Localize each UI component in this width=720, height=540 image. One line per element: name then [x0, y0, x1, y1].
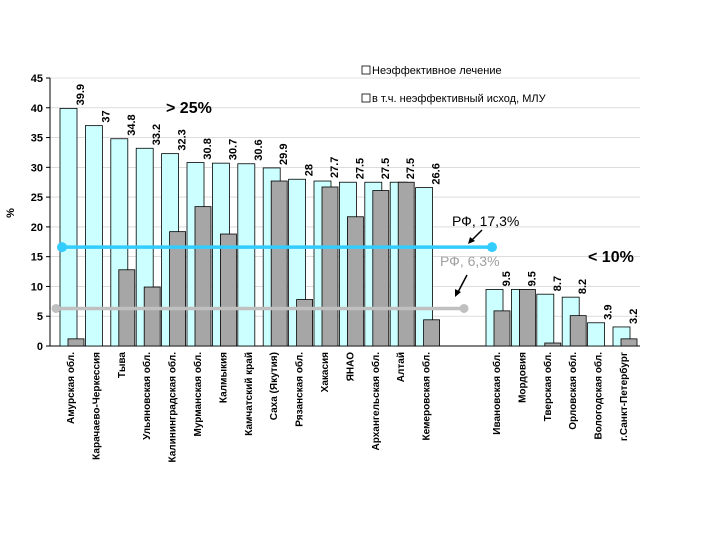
category-label: Архангельская обл. [370, 352, 382, 451]
bar-ineffective [59, 107, 78, 347]
legend-label-mdr: в т.ч. неэффективный исход, МЛУ [372, 93, 547, 105]
category-label: Хакасия [320, 352, 331, 393]
high-threshold-annotation: > 25% [166, 100, 212, 117]
category-label: Калининградская обл. [167, 352, 179, 463]
y-tick-label: 40 [31, 103, 43, 115]
y-tick-label: 20 [31, 222, 43, 234]
bar-value-label: 27.7 [329, 157, 341, 178]
category-label: Камчатский край [244, 352, 255, 436]
y-tick-label: 0 [37, 341, 43, 353]
bar-ineffective [85, 125, 103, 347]
low-threshold-annotation: < 10% [588, 249, 634, 266]
bar-value-label: 30.6 [253, 139, 265, 160]
bar-mdr [397, 181, 415, 347]
legend: Неэффективное лечение в т.ч. неэффективн… [361, 65, 547, 105]
labels: 39.9 Амурская обл. 37 Карачаево-Черкессия 34… [65, 84, 640, 463]
bar-value-label: 27.5 [354, 158, 366, 179]
bar-value-label: 9.5 [501, 271, 513, 286]
bar-mdr [372, 190, 390, 347]
bar-value-label: 30.7 [227, 139, 239, 160]
bar-mdr [519, 289, 536, 347]
bar-ineffective [237, 163, 256, 347]
y-tick-label: 25 [31, 192, 43, 204]
bar-mdr [194, 206, 212, 347]
legend-label-ineffective: Неэффективное лечение [372, 65, 502, 77]
reference-line-rf-mdr-start [51, 303, 61, 313]
y-tick-label: 5 [37, 311, 43, 323]
category-label: Ивановская обл. [491, 352, 503, 435]
reference-lines [51, 242, 497, 313]
bar-mdr [270, 180, 288, 347]
category-label: Ульяновская обл. [141, 352, 153, 440]
category-label: Вологодская обл. [593, 352, 605, 440]
reference-line-rf-start [57, 242, 67, 253]
legend-swatch-mdr [361, 93, 371, 103]
category-label: Алтай [396, 352, 407, 382]
bar-value-label: 27.5 [405, 158, 417, 179]
reference-line-rf-end [487, 242, 497, 253]
y-tick-label: 15 [31, 252, 43, 264]
bar-mdr [169, 231, 187, 347]
category-label: Кемеровская обл. [421, 352, 433, 441]
bar-mdr [493, 310, 511, 347]
rf-mdr-annotation: РФ, 6,3% [440, 253, 500, 269]
bar-mdr [569, 315, 587, 347]
bar-ineffective [587, 322, 605, 347]
bar-mdr [321, 186, 339, 347]
bar-mdr [219, 233, 237, 347]
category-label: Орловская обл. [567, 352, 579, 430]
y-tick-label: 45 [31, 73, 43, 85]
category-label: ЯНАО [345, 352, 356, 381]
bar-mdr [143, 286, 161, 347]
category-label: Тыва [117, 352, 128, 379]
legend-swatch-ineffective [361, 65, 371, 75]
bar-value-label: 30.8 [202, 138, 214, 159]
bar-mdr [67, 338, 85, 347]
category-label: Саха (Якутия) [269, 352, 280, 420]
bar-value-label: 33.2 [151, 124, 163, 145]
bar-mdr [296, 299, 314, 347]
category-label: Мордовия [517, 352, 528, 403]
bar-value-label: 3.2 [628, 309, 640, 324]
bar-value-label: 26.6 [431, 163, 443, 184]
bars [59, 107, 638, 347]
bar-mdr [346, 216, 364, 347]
bar-value-label: 28 [304, 164, 316, 176]
rf-main-arrowhead [468, 237, 475, 244]
bar-value-label: 39.9 [75, 84, 87, 105]
reference-line-rf-mdr-end [459, 303, 469, 313]
rf-main-annotation: РФ, 17,3% [452, 213, 519, 229]
category-label: Мурманская обл. [192, 352, 204, 437]
y-tick-label: 35 [31, 133, 43, 145]
bar-mdr [544, 342, 562, 347]
bar-mdr [423, 319, 441, 347]
y-tick-label: 30 [31, 162, 43, 174]
bar-mdr [620, 338, 638, 347]
y-tick-label: 10 [31, 281, 43, 293]
category-label: Калмыкия [218, 352, 229, 403]
category-label: Рязанская обл. [294, 352, 306, 427]
bar-value-label: 8.2 [577, 279, 589, 294]
category-label: Карачаево-Черкессия [91, 352, 102, 460]
bar-value-label: 37 [100, 110, 112, 122]
bar-ineffective [536, 293, 555, 347]
bar-value-label: 3.9 [603, 304, 615, 319]
category-label: Амурская обл. [65, 352, 77, 424]
category-label: Тверская обл. [542, 352, 554, 422]
bar-value-label: 34.8 [126, 114, 138, 135]
bar-value-label: 32.3 [177, 129, 189, 150]
bar-value-label: 9.5 [526, 271, 538, 286]
y-axis-label: % [5, 208, 17, 218]
category-label: г.Санкт-Петербург [618, 352, 630, 441]
bar-value-label: 29.9 [278, 144, 290, 165]
rf-mdr-arrowhead [455, 289, 461, 297]
bar-value-label: 27.5 [380, 158, 392, 179]
bar-value-label: 8.7 [552, 276, 564, 291]
